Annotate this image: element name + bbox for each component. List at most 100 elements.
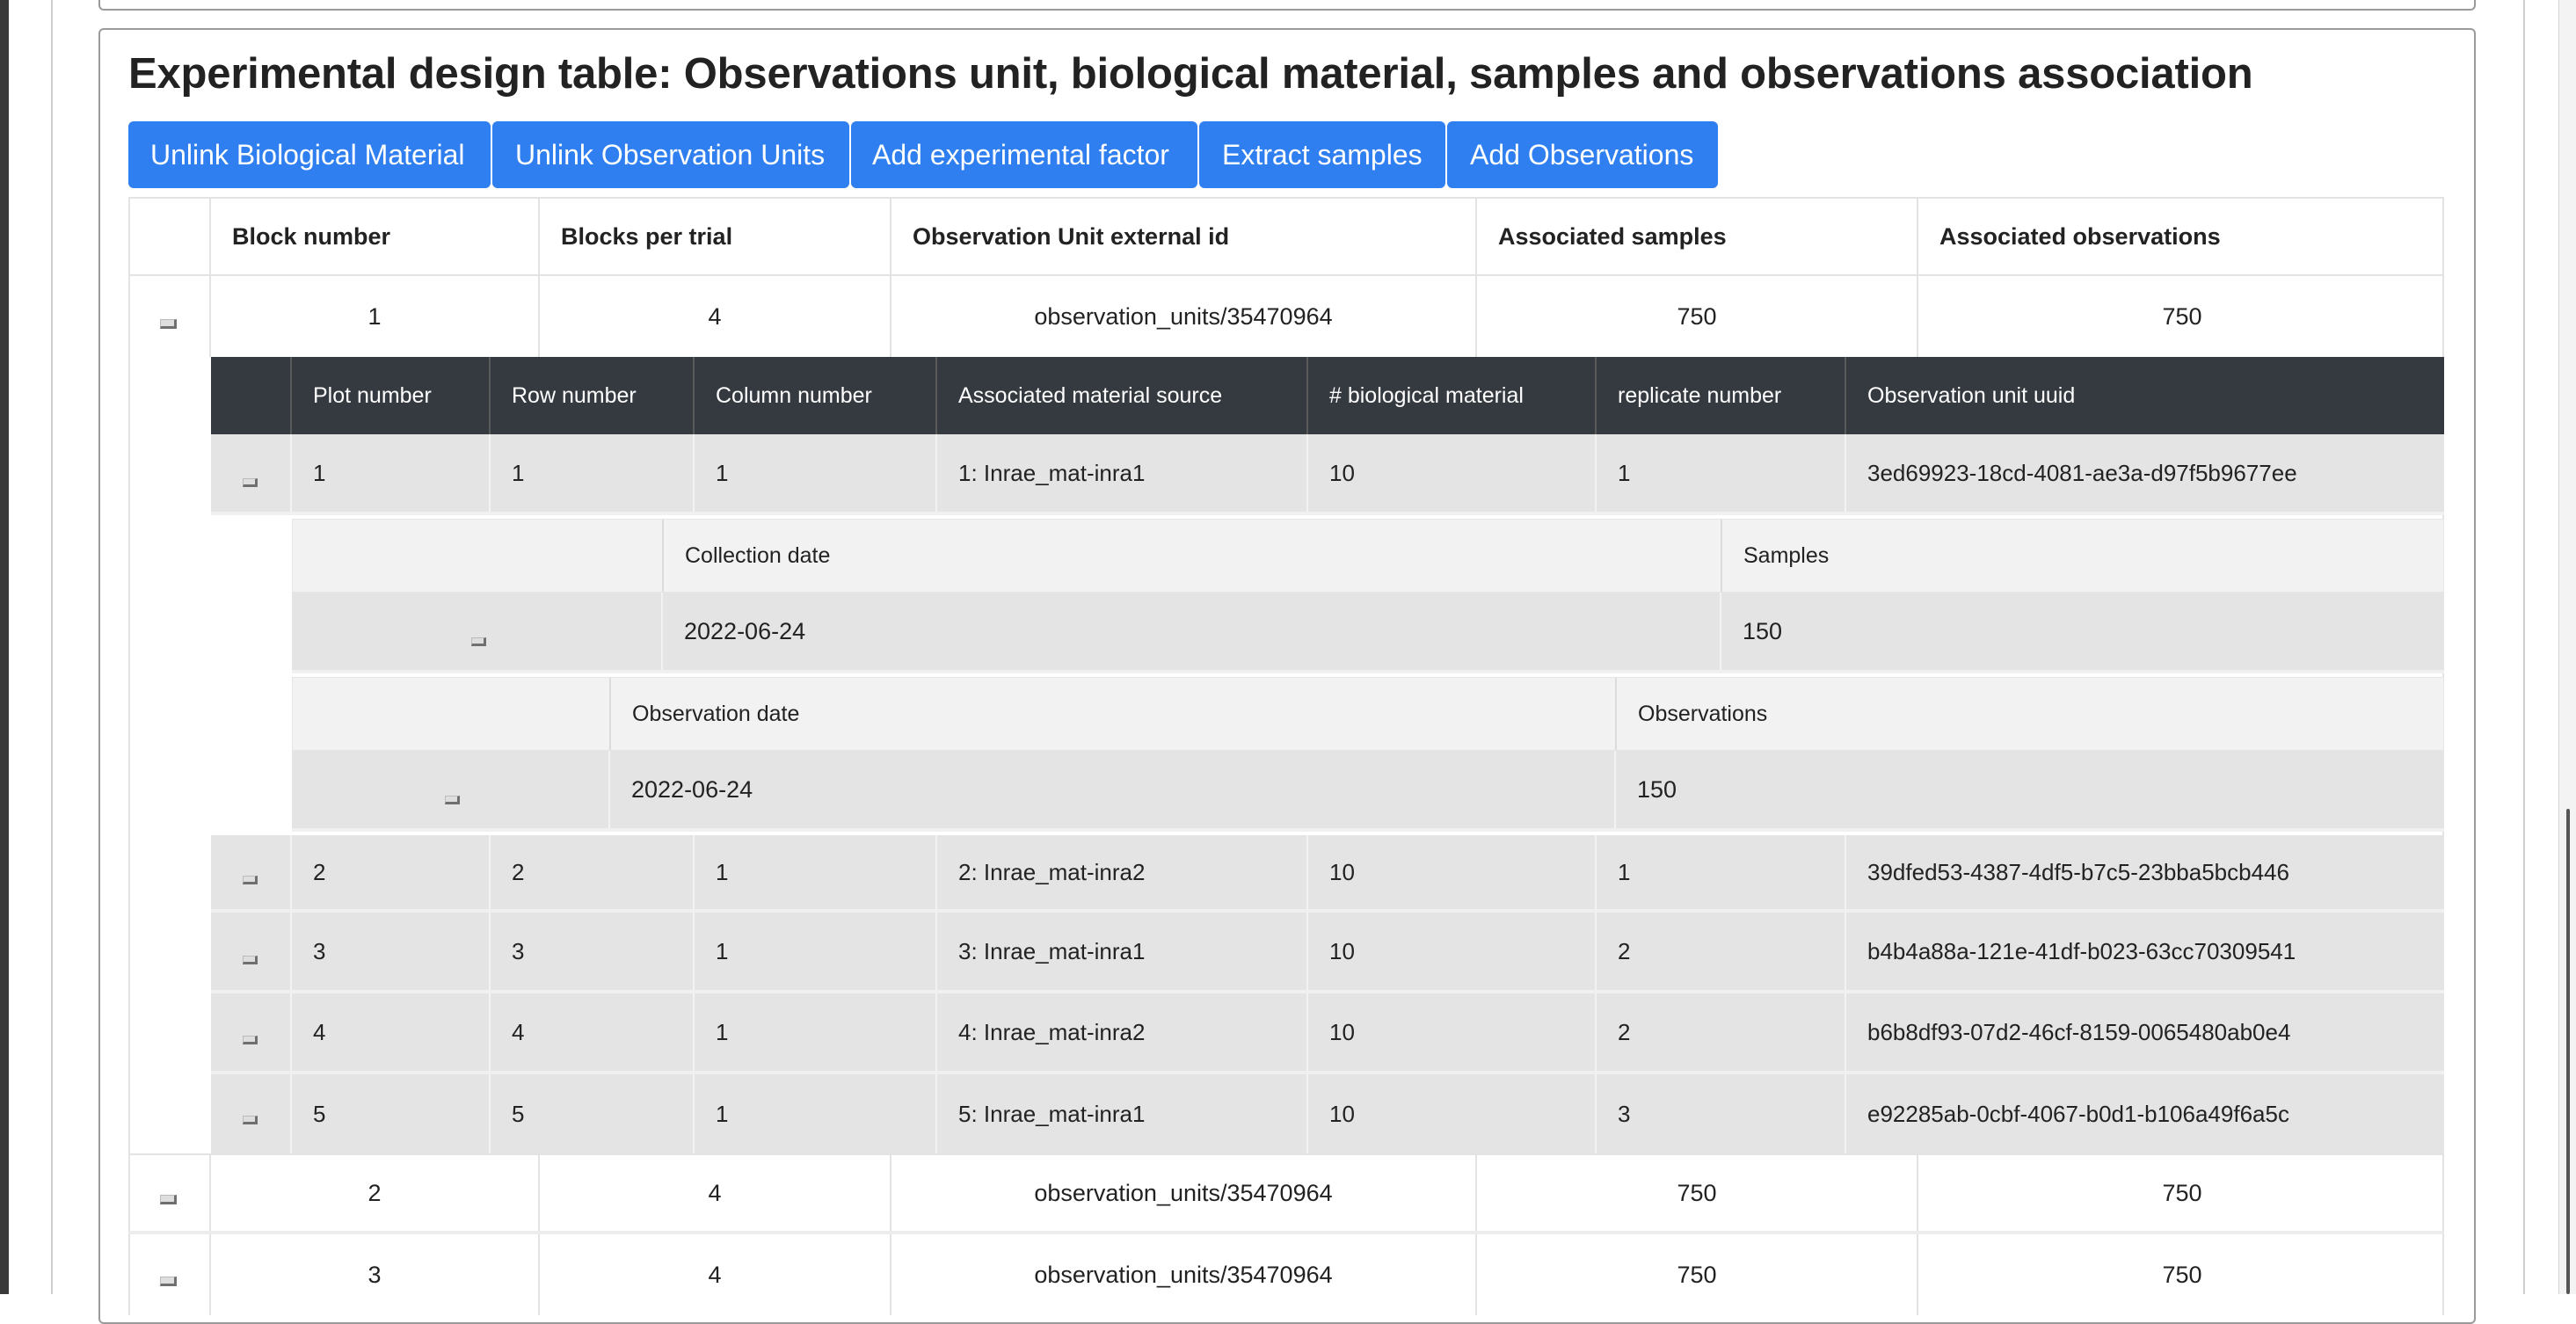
associated-samples-cell: 750 — [1477, 276, 1918, 357]
row-number-cell: 1 — [491, 434, 695, 512]
unlink-observation-units-button[interactable]: Unlink Observation Units — [492, 121, 849, 188]
header-associated-samples: Associated samples — [1477, 199, 1918, 274]
row-number-cell: 4 — [491, 993, 695, 1071]
biological-material-cell: 10 — [1308, 835, 1597, 909]
material-source-cell: 1: Inrae_mat-inra1 — [937, 434, 1308, 512]
table-row[interactable]: 4 4 1 4: Inrae_mat-inra2 10 2 b6b8df93-0… — [211, 993, 2444, 1074]
column-number-cell: 1 — [695, 993, 937, 1071]
expand-cell — [130, 276, 211, 357]
row-expand-toggle-icon[interactable] — [243, 956, 258, 964]
replicate-number-cell: 1 — [1597, 835, 1846, 909]
replicate-number-cell: 1 — [1597, 434, 1846, 512]
expand-cell — [211, 434, 292, 512]
row-expand-toggle-icon[interactable] — [243, 1116, 258, 1124]
header-row-number: Row number — [491, 357, 695, 434]
expand-cell — [211, 913, 292, 990]
associated-samples-cell: 750 — [1477, 1155, 1918, 1231]
column-number-cell: 1 — [695, 913, 937, 990]
table-row[interactable]: 2022-06-24 150 — [292, 751, 2444, 832]
row-expand-toggle-icon[interactable] — [160, 1195, 177, 1204]
observations-table-header: Observation date Observations — [292, 677, 2444, 751]
samples-table-header: Collection date Samples — [292, 519, 2444, 593]
extract-samples-button[interactable]: Extract samples — [1199, 121, 1445, 188]
expand-cell — [292, 751, 610, 828]
table-row[interactable]: 2 2 1 2: Inrae_mat-inra2 10 1 39dfed53-4… — [211, 835, 2444, 913]
observation-unit-uuid-cell: e92285ab-0cbf-4067-b0d1-b106a49f6a5c — [1867, 1100, 2289, 1127]
biological-material-cell: 10 — [1308, 1074, 1597, 1153]
row-number-cell: 2 — [491, 835, 695, 909]
material-source-cell: 5: Inrae_mat-inra1 — [937, 1074, 1308, 1153]
block-number-cell: 1 — [211, 276, 540, 357]
associated-samples-cell: 750 — [1477, 1234, 1918, 1315]
observation-unit-uuid-cell: 3ed69923-18cd-4081-ae3a-d97f5b9677ee — [1867, 459, 2297, 486]
material-source-cell: 3: Inrae_mat-inra1 — [937, 913, 1308, 990]
blocks-per-trial-cell: 4 — [540, 1234, 891, 1315]
row-expand-toggle-icon[interactable] — [243, 1036, 258, 1044]
samples-count-cell: 150 — [1743, 617, 1783, 644]
observations-expand-column — [293, 678, 611, 750]
observation-unit-uuid-cell: b6b8df93-07d2-46cf-8159-0065480ab0e4 — [1867, 1018, 2291, 1045]
expand-cell — [211, 1074, 292, 1153]
plot-number-cell: 1 — [292, 434, 491, 512]
scrollbar-thumb[interactable] — [2566, 809, 2570, 1294]
header-plot-number: Plot number — [292, 357, 491, 434]
row-expand-toggle-icon[interactable] — [471, 637, 486, 646]
row-expand-toggle-icon[interactable] — [243, 876, 258, 884]
observation-unit-uuid-cell: b4b4a88a-121e-41df-b023-63cc70309541 — [1867, 937, 2296, 964]
expand-cell — [211, 993, 292, 1071]
biological-material-cell: 10 — [1308, 913, 1597, 990]
page-title: Experimental design table: Observations … — [128, 50, 2253, 98]
row-expand-toggle-icon[interactable] — [243, 478, 258, 487]
associated-observations-cell: 750 — [2162, 302, 2202, 330]
observation-unit-id-cell: observation_units/35470964 — [891, 1234, 1477, 1315]
plot-number-cell: 5 — [292, 1074, 491, 1153]
header-replicate-number: replicate number — [1597, 357, 1846, 434]
toolbar: Unlink Biological Material Unlink Observ… — [128, 121, 1720, 188]
header-blocks-per-trial: Blocks per trial — [540, 199, 891, 274]
blocks-per-trial-cell: 4 — [540, 1155, 891, 1231]
table-row[interactable]: 1 1 1 1: Inrae_mat-inra1 10 1 3ed69923-1… — [211, 434, 2444, 515]
main-table-header: Block number Blocks per trial Observatio… — [128, 197, 2444, 276]
row-expand-toggle-icon[interactable] — [160, 1277, 177, 1286]
table-row[interactable]: 1 4 observation_units/35470964 750 750 — [128, 276, 2444, 357]
observation-unit-id-cell: observation_units/35470964 — [891, 1155, 1477, 1231]
table-row[interactable]: 3 3 1 3: Inrae_mat-inra1 10 2 b4b4a88a-1… — [211, 913, 2444, 993]
block-number-cell: 2 — [211, 1155, 540, 1231]
samples-expand-column — [293, 520, 664, 592]
replicate-number-cell: 2 — [1597, 993, 1846, 1071]
table-row[interactable]: 3 4 observation_units/35470964 750 750 — [128, 1234, 2444, 1315]
collection-date-cell: 2022-06-24 — [663, 593, 1721, 670]
table-row[interactable]: 2022-06-24 150 — [292, 593, 2444, 673]
row-number-cell: 5 — [491, 1074, 695, 1153]
plot-table-header: Plot number Row number Column number Ass… — [211, 357, 2444, 434]
replicate-number-cell: 2 — [1597, 913, 1846, 990]
expand-cell — [130, 1155, 211, 1231]
row-expand-toggle-icon[interactable] — [160, 319, 177, 329]
header-associated-observations: Associated observations — [1939, 222, 2221, 250]
header-observations: Observations — [1638, 701, 1768, 726]
unlink-biological-material-button[interactable]: Unlink Biological Material — [128, 121, 491, 188]
plot-header-expand-column — [211, 357, 292, 434]
replicate-number-cell: 3 — [1597, 1074, 1846, 1153]
add-observations-button[interactable]: Add Observations — [1447, 121, 1718, 188]
row-expand-toggle-icon[interactable] — [445, 796, 460, 804]
associated-observations-cell: 750 — [2162, 1261, 2202, 1288]
header-biological-material-count: # biological material — [1308, 357, 1597, 434]
column-number-cell: 1 — [695, 434, 937, 512]
vertical-scrollbar[interactable] — [2558, 0, 2576, 1294]
table-row[interactable]: 5 5 1 5: Inrae_mat-inra1 10 3 e92285ab-0… — [211, 1074, 2444, 1153]
header-observation-unit-uuid: Observation unit uuid — [1867, 382, 2076, 408]
column-number-cell: 1 — [695, 835, 937, 909]
expand-cell — [211, 835, 292, 909]
observations-count-cell: 150 — [1637, 775, 1677, 803]
plot-number-cell: 4 — [292, 993, 491, 1071]
table-row[interactable]: 2 4 observation_units/35470964 750 750 — [128, 1153, 2444, 1234]
content-frame — [51, 0, 2525, 1294]
expand-cell — [130, 1234, 211, 1315]
block-number-cell: 3 — [211, 1234, 540, 1315]
observation-unit-id-cell: observation_units/35470964 — [891, 276, 1477, 357]
add-experimental-factor-button[interactable]: Add experimental factor — [851, 121, 1197, 188]
header-associated-material-source: Associated material source — [937, 357, 1308, 434]
plot-number-cell: 2 — [292, 835, 491, 909]
biological-material-cell: 10 — [1308, 434, 1597, 512]
